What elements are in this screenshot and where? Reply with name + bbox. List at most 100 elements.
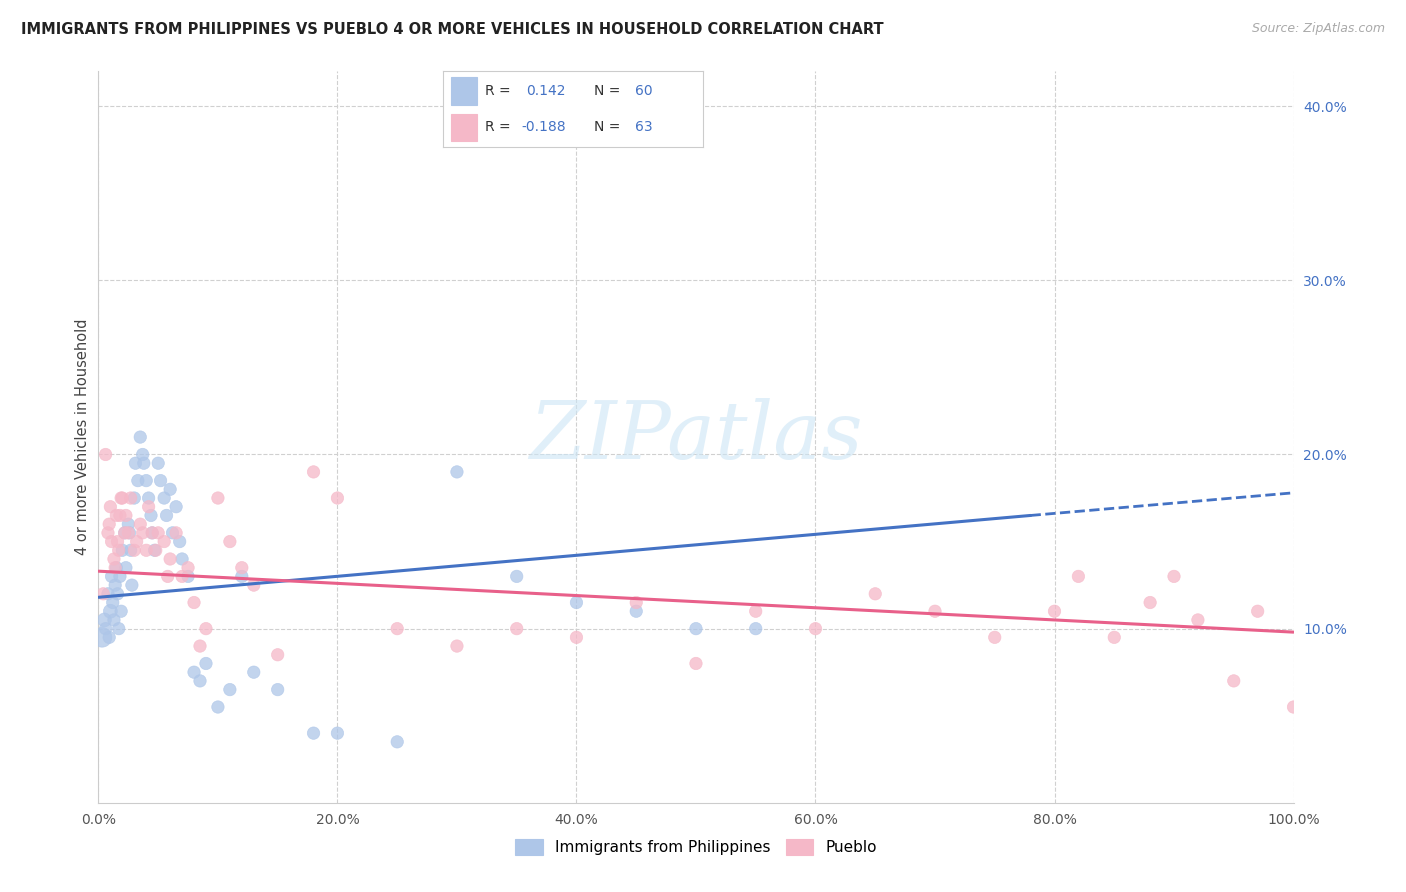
Point	[107, 543, 129, 558]
Point	[120, 543, 142, 558]
Point	[94, 622, 117, 636]
Point	[100, 569, 122, 583]
Point	[117, 517, 139, 532]
Text: 0.142: 0.142	[526, 84, 565, 98]
Point	[207, 700, 229, 714]
Text: N =: N =	[593, 84, 624, 98]
Point	[138, 500, 160, 514]
Point	[984, 631, 1007, 645]
Point	[149, 474, 172, 488]
Point	[169, 534, 191, 549]
Point	[124, 456, 146, 470]
Point	[626, 604, 648, 618]
Text: 63: 63	[636, 120, 652, 135]
Point	[91, 587, 114, 601]
Point	[111, 543, 134, 558]
Point	[626, 595, 648, 609]
Point	[115, 508, 138, 523]
Point	[207, 491, 229, 505]
Point	[219, 534, 242, 549]
Point	[107, 534, 129, 549]
Point	[745, 622, 768, 636]
Point	[177, 560, 200, 574]
Point	[125, 534, 148, 549]
Point	[145, 543, 167, 558]
Point	[685, 657, 707, 671]
Point	[231, 569, 253, 583]
Point	[506, 622, 529, 636]
Point	[107, 622, 129, 636]
Point	[183, 595, 205, 609]
Point	[148, 456, 170, 470]
Point	[107, 587, 129, 601]
Point	[98, 517, 121, 532]
Point	[104, 560, 127, 574]
Text: 60: 60	[636, 84, 652, 98]
Point	[156, 569, 179, 583]
Text: R =: R =	[485, 120, 515, 135]
Point	[177, 569, 200, 583]
Point	[385, 735, 409, 749]
Point	[1282, 700, 1305, 714]
Point	[117, 525, 139, 540]
Point	[148, 525, 170, 540]
Point	[97, 525, 120, 540]
Point	[121, 578, 143, 592]
Point	[114, 525, 136, 540]
Point	[105, 560, 128, 574]
Point	[565, 595, 588, 609]
Text: IMMIGRANTS FROM PHILIPPINES VS PUEBLO 4 OR MORE VEHICLES IN HOUSEHOLD CORRELATIO: IMMIGRANTS FROM PHILIPPINES VS PUEBLO 4 …	[21, 22, 884, 37]
Point	[129, 517, 152, 532]
Point	[172, 569, 194, 583]
Text: R =: R =	[485, 84, 515, 98]
Point	[565, 631, 588, 645]
Point	[1139, 595, 1161, 609]
Point	[745, 604, 768, 618]
Point	[685, 622, 707, 636]
Point	[1223, 673, 1246, 688]
Point	[153, 534, 176, 549]
Point	[506, 569, 529, 583]
Point	[108, 508, 131, 523]
Point	[865, 587, 887, 601]
Point	[243, 665, 266, 680]
Point	[446, 465, 468, 479]
Point	[141, 525, 163, 540]
Point	[155, 508, 177, 523]
Point	[804, 622, 827, 636]
Point	[118, 525, 141, 540]
Point	[1247, 604, 1270, 618]
Point	[127, 474, 149, 488]
Point	[924, 604, 946, 618]
Point	[183, 665, 205, 680]
Point	[159, 483, 181, 497]
FancyBboxPatch shape	[451, 78, 477, 104]
Point	[267, 682, 290, 697]
Point	[98, 500, 122, 514]
Point	[188, 673, 211, 688]
Point	[101, 595, 124, 609]
Point	[1163, 569, 1185, 583]
Y-axis label: 4 or more Vehicles in Household: 4 or more Vehicles in Household	[75, 318, 90, 556]
Point	[100, 534, 122, 549]
Text: Source: ZipAtlas.com: Source: ZipAtlas.com	[1251, 22, 1385, 36]
Point	[104, 578, 127, 592]
Point	[446, 639, 468, 653]
Point	[93, 613, 115, 627]
Point	[105, 508, 128, 523]
Point	[1043, 604, 1066, 618]
Point	[124, 543, 146, 558]
Point	[110, 491, 132, 505]
Point	[98, 604, 122, 618]
Point	[115, 560, 138, 574]
Legend: Immigrants from Philippines, Pueblo: Immigrants from Philippines, Pueblo	[509, 833, 883, 861]
Point	[172, 552, 194, 566]
Point	[302, 726, 325, 740]
Point	[143, 543, 166, 558]
Point	[1067, 569, 1090, 583]
Point	[326, 491, 349, 505]
Point	[131, 448, 153, 462]
Point	[103, 613, 125, 627]
Point	[98, 631, 121, 645]
Point	[188, 639, 211, 653]
